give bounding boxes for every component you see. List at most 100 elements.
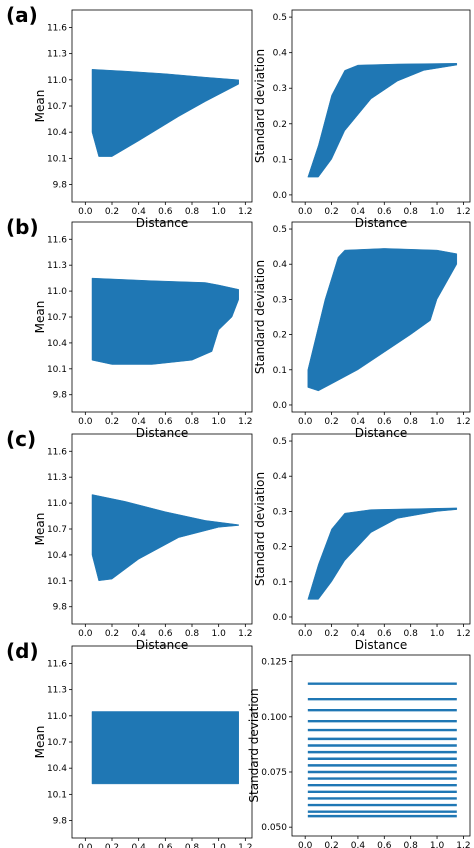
y-tick-label: 0.2 [273,543,287,553]
y-tick-label: 10.1 [47,577,67,587]
y-tick-label: 0.4 [273,472,288,482]
y-axis-label: Mean [33,513,47,546]
y-tick-label: 11.6 [47,659,67,669]
x-tick-label: 0.6 [158,207,173,217]
y-axis-label: Standard deviation [253,472,267,586]
x-tick-label: 0.8 [404,207,419,217]
x-tick-label: 0.8 [404,841,419,848]
chart-panel: 0.0 0.2 0.4 0.6 0.8 1.0 1.2 0.0 0.1 0.2 0.3 0.4 0.5 D… [253,9,471,230]
x-tick-label: 0.4 [351,629,366,639]
y-tick-label: 11.0 [47,287,67,297]
x-tick-label: 0.6 [377,207,392,217]
x-tick-label: 0.2 [324,417,338,427]
x-tick-label: 0.6 [377,841,392,848]
y-tick-label: 0.5 [273,13,287,23]
chart-panel: 0.0 0.2 0.4 0.6 0.8 1.0 1.2 9.8 10.1 10.4 10.7 11.0… [33,645,252,848]
y-tick-label: 0.5 [273,437,287,447]
x-tick-label: 0.0 [298,207,313,217]
y-tick-label: 9.8 [53,603,68,613]
y-tick-label: 0.0 [273,613,288,623]
x-tick-label: 0.0 [78,417,93,427]
chart-panel: 0.0 0.2 0.4 0.6 0.8 1.0 1.2 0.050 0.075 0.100 0.12… [247,654,471,848]
x-tick-label: 0.0 [298,417,313,427]
x-tick-label: 0.4 [351,417,366,427]
y-axis-label: Mean [33,90,47,123]
y-tick-label: 11.6 [47,235,67,245]
y-tick-label: 10.4 [47,764,67,774]
y-tick-label: 10.7 [47,525,67,535]
x-tick-label: 1.2 [456,841,470,848]
x-tick-label: 0.4 [132,207,147,217]
x-axis-label: Distance [355,638,407,652]
x-tick-label: 0.2 [105,843,119,848]
panel-label: (d) [6,639,39,663]
x-axis-label: Distance [136,638,188,652]
x-tick-label: 0.0 [78,629,93,639]
y-tick-label: 10.4 [47,551,67,561]
x-tick-label: 0.4 [351,841,366,848]
x-axis-label: Distance [136,426,188,440]
y-tick-label: 10.7 [47,313,67,323]
x-tick-label: 1.0 [212,629,227,639]
y-tick-label: 0.075 [261,768,287,778]
axes-frame [291,221,471,413]
y-tick-label: 0.3 [273,507,287,517]
y-tick-label: 10.7 [47,102,67,112]
series-area [307,63,458,178]
x-tick-label: 1.2 [238,207,252,217]
y-axis-label: Standard deviation [253,49,267,163]
series-area [91,711,239,785]
x-tick-label: 1.2 [238,843,252,848]
panel-label: (c) [6,427,36,451]
x-tick-label: 1.0 [212,417,227,427]
x-axis-label: Distance [355,216,407,230]
x-tick-label: 1.0 [430,629,445,639]
y-tick-label: 0.5 [273,225,287,235]
x-tick-label: 0.2 [105,629,119,639]
y-axis-label: Mean [33,726,47,759]
x-tick-label: 0.6 [377,417,392,427]
y-tick-label: 0.050 [261,823,287,833]
x-tick-label: 0.0 [78,843,93,848]
x-tick-label: 0.2 [105,417,119,427]
y-tick-label: 11.0 [47,712,67,722]
y-axis-label: Mean [33,301,47,334]
y-tick-label: 11.6 [47,447,67,457]
x-tick-label: 0.6 [377,629,392,639]
x-tick-label: 1.0 [212,207,227,217]
x-tick-label: 1.2 [238,417,252,427]
x-tick-label: 0.2 [105,207,119,217]
x-tick-label: 0.6 [158,629,173,639]
y-tick-label: 0.1 [273,578,287,588]
y-tick-label: 0.3 [273,84,287,94]
series-area [307,248,458,392]
y-tick-label: 10.7 [47,738,67,748]
x-tick-label: 0.8 [404,629,419,639]
x-tick-label: 1.0 [430,207,445,217]
y-tick-label: 0.1 [273,366,287,376]
chart-panel: 0.0 0.2 0.4 0.6 0.8 1.0 1.2 9.8 10.1 10.4 10.7 11.0… [33,221,252,440]
x-tick-label: 0.0 [298,629,313,639]
y-tick-label: 10.1 [47,790,67,800]
chart-panel: 0.0 0.2 0.4 0.6 0.8 1.0 1.2 9.8 10.1 10.4 10.7 11.0… [33,433,252,652]
x-tick-label: 0.8 [185,207,200,217]
y-axis-label: Standard deviation [247,688,261,802]
y-tick-label: 10.1 [47,154,67,164]
x-tick-label: 0.0 [78,207,93,217]
x-tick-label: 0.4 [132,629,147,639]
x-tick-label: 1.0 [430,417,445,427]
x-tick-label: 1.2 [456,417,470,427]
x-tick-label: 0.2 [324,207,338,217]
x-tick-label: 0.2 [324,841,338,848]
axes-frame [291,433,471,625]
x-axis-label: Distance [355,426,407,440]
y-tick-label: 0.4 [273,49,288,59]
y-tick-label: 0.100 [261,713,287,723]
y-tick-label: 0.2 [273,120,287,130]
chart-panel: 0.0 0.2 0.4 0.6 0.8 1.0 1.2 0.0 0.1 0.2 0.3 0.4 0.5 D… [253,433,471,652]
y-tick-label: 11.0 [47,76,67,86]
panel-label: (b) [6,215,39,239]
series-area [91,69,239,157]
x-tick-label: 0.4 [132,417,147,427]
